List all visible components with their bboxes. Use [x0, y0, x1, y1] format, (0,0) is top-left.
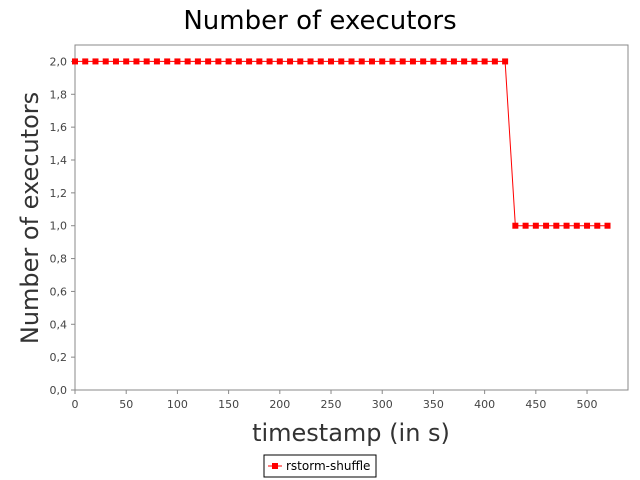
legend-marker — [272, 463, 278, 469]
x-axis-label: timestamp (in s) — [252, 419, 450, 447]
legend: rstorm-shuffle — [263, 454, 377, 478]
data-point-marker — [420, 58, 427, 65]
x-tick-label: 450 — [525, 398, 546, 411]
x-tick-label: 50 — [119, 398, 133, 411]
data-point-marker — [287, 58, 294, 65]
data-point-marker — [194, 58, 201, 65]
data-point-marker — [174, 58, 181, 65]
plot-area — [74, 44, 629, 391]
data-point-marker — [604, 222, 611, 229]
data-point-marker — [266, 58, 273, 65]
data-point-marker — [338, 58, 345, 65]
data-point-marker — [461, 58, 468, 65]
y-tick-label: 0,8 — [50, 253, 68, 266]
series-layer — [72, 58, 611, 229]
data-point-marker — [471, 58, 478, 65]
data-point-marker — [82, 58, 89, 65]
x-tick-label: 300 — [372, 398, 393, 411]
data-point-marker — [389, 58, 396, 65]
data-point-marker — [215, 58, 222, 65]
data-point-marker — [112, 58, 119, 65]
data-point-marker — [512, 222, 519, 229]
data-point-marker — [368, 58, 375, 65]
data-point-marker — [379, 58, 386, 65]
data-point-marker — [409, 58, 416, 65]
y-tick-label: 1,4 — [50, 154, 68, 167]
data-point-marker — [153, 58, 160, 65]
y-tick-label: 1,0 — [50, 220, 68, 233]
data-point-marker — [133, 58, 140, 65]
x-tick-label: 250 — [321, 398, 342, 411]
data-point-marker — [491, 58, 498, 65]
data-point-marker — [584, 222, 591, 229]
data-point-marker — [573, 222, 580, 229]
data-point-marker — [307, 58, 314, 65]
x-tick-label: 400 — [474, 398, 495, 411]
data-point-marker — [481, 58, 488, 65]
y-axis-label: Number of executors — [16, 92, 44, 344]
y-tick-label: 1,2 — [50, 187, 68, 200]
data-point-marker — [348, 58, 355, 65]
data-point-marker — [450, 58, 457, 65]
data-point-marker — [358, 58, 365, 65]
data-point-marker — [225, 58, 232, 65]
data-point-marker — [123, 58, 130, 65]
y-axis: 0,0 0,2 0,4 0,6 0,8 1,0 1,2 1,4 1,6 1,8 2,0 — [50, 55, 75, 397]
data-point-marker — [440, 58, 447, 65]
data-point-marker — [532, 222, 539, 229]
data-point-marker — [317, 58, 324, 65]
data-point-marker — [164, 58, 171, 65]
x-tick-label: 150 — [218, 398, 239, 411]
x-axis: 0 50 100 150 200 250 300 350 400 450 500 — [72, 390, 598, 411]
x-tick-label: 200 — [269, 398, 290, 411]
data-point-marker — [92, 58, 99, 65]
y-tick-label: 0,2 — [50, 351, 68, 364]
x-tick-label: 0 — [72, 398, 79, 411]
data-point-marker — [563, 222, 570, 229]
data-point-marker — [594, 222, 601, 229]
legend-box — [263, 454, 377, 478]
x-tick-label: 350 — [423, 398, 444, 411]
y-tick-label: 0,6 — [50, 285, 68, 298]
data-point-marker — [205, 58, 212, 65]
y-tick-label: 0,0 — [50, 384, 68, 397]
x-tick-label: 100 — [167, 398, 188, 411]
data-point-marker — [184, 58, 191, 65]
data-point-marker — [102, 58, 109, 65]
data-point-marker — [72, 58, 78, 65]
data-point-marker — [522, 222, 529, 229]
data-point-marker — [430, 58, 437, 65]
data-point-marker — [256, 58, 263, 65]
data-point-marker — [143, 58, 150, 65]
y-tick-label: 0,4 — [50, 318, 68, 331]
data-point-marker — [297, 58, 304, 65]
data-point-marker — [246, 58, 253, 65]
data-point-marker — [543, 222, 550, 229]
chart-title: Number of executors — [183, 6, 456, 36]
y-tick-label: 2,0 — [50, 55, 68, 68]
data-point-marker — [235, 58, 242, 65]
x-tick-label: 500 — [577, 398, 598, 411]
data-point-marker — [276, 58, 283, 65]
legend-label: rstorm-shuffle — [286, 459, 370, 473]
y-tick-label: 1,8 — [50, 88, 68, 101]
y-tick-label: 1,6 — [50, 121, 68, 134]
data-point-marker — [328, 58, 335, 65]
data-point-marker — [502, 58, 509, 65]
data-point-marker — [553, 222, 560, 229]
data-point-marker — [399, 58, 406, 65]
